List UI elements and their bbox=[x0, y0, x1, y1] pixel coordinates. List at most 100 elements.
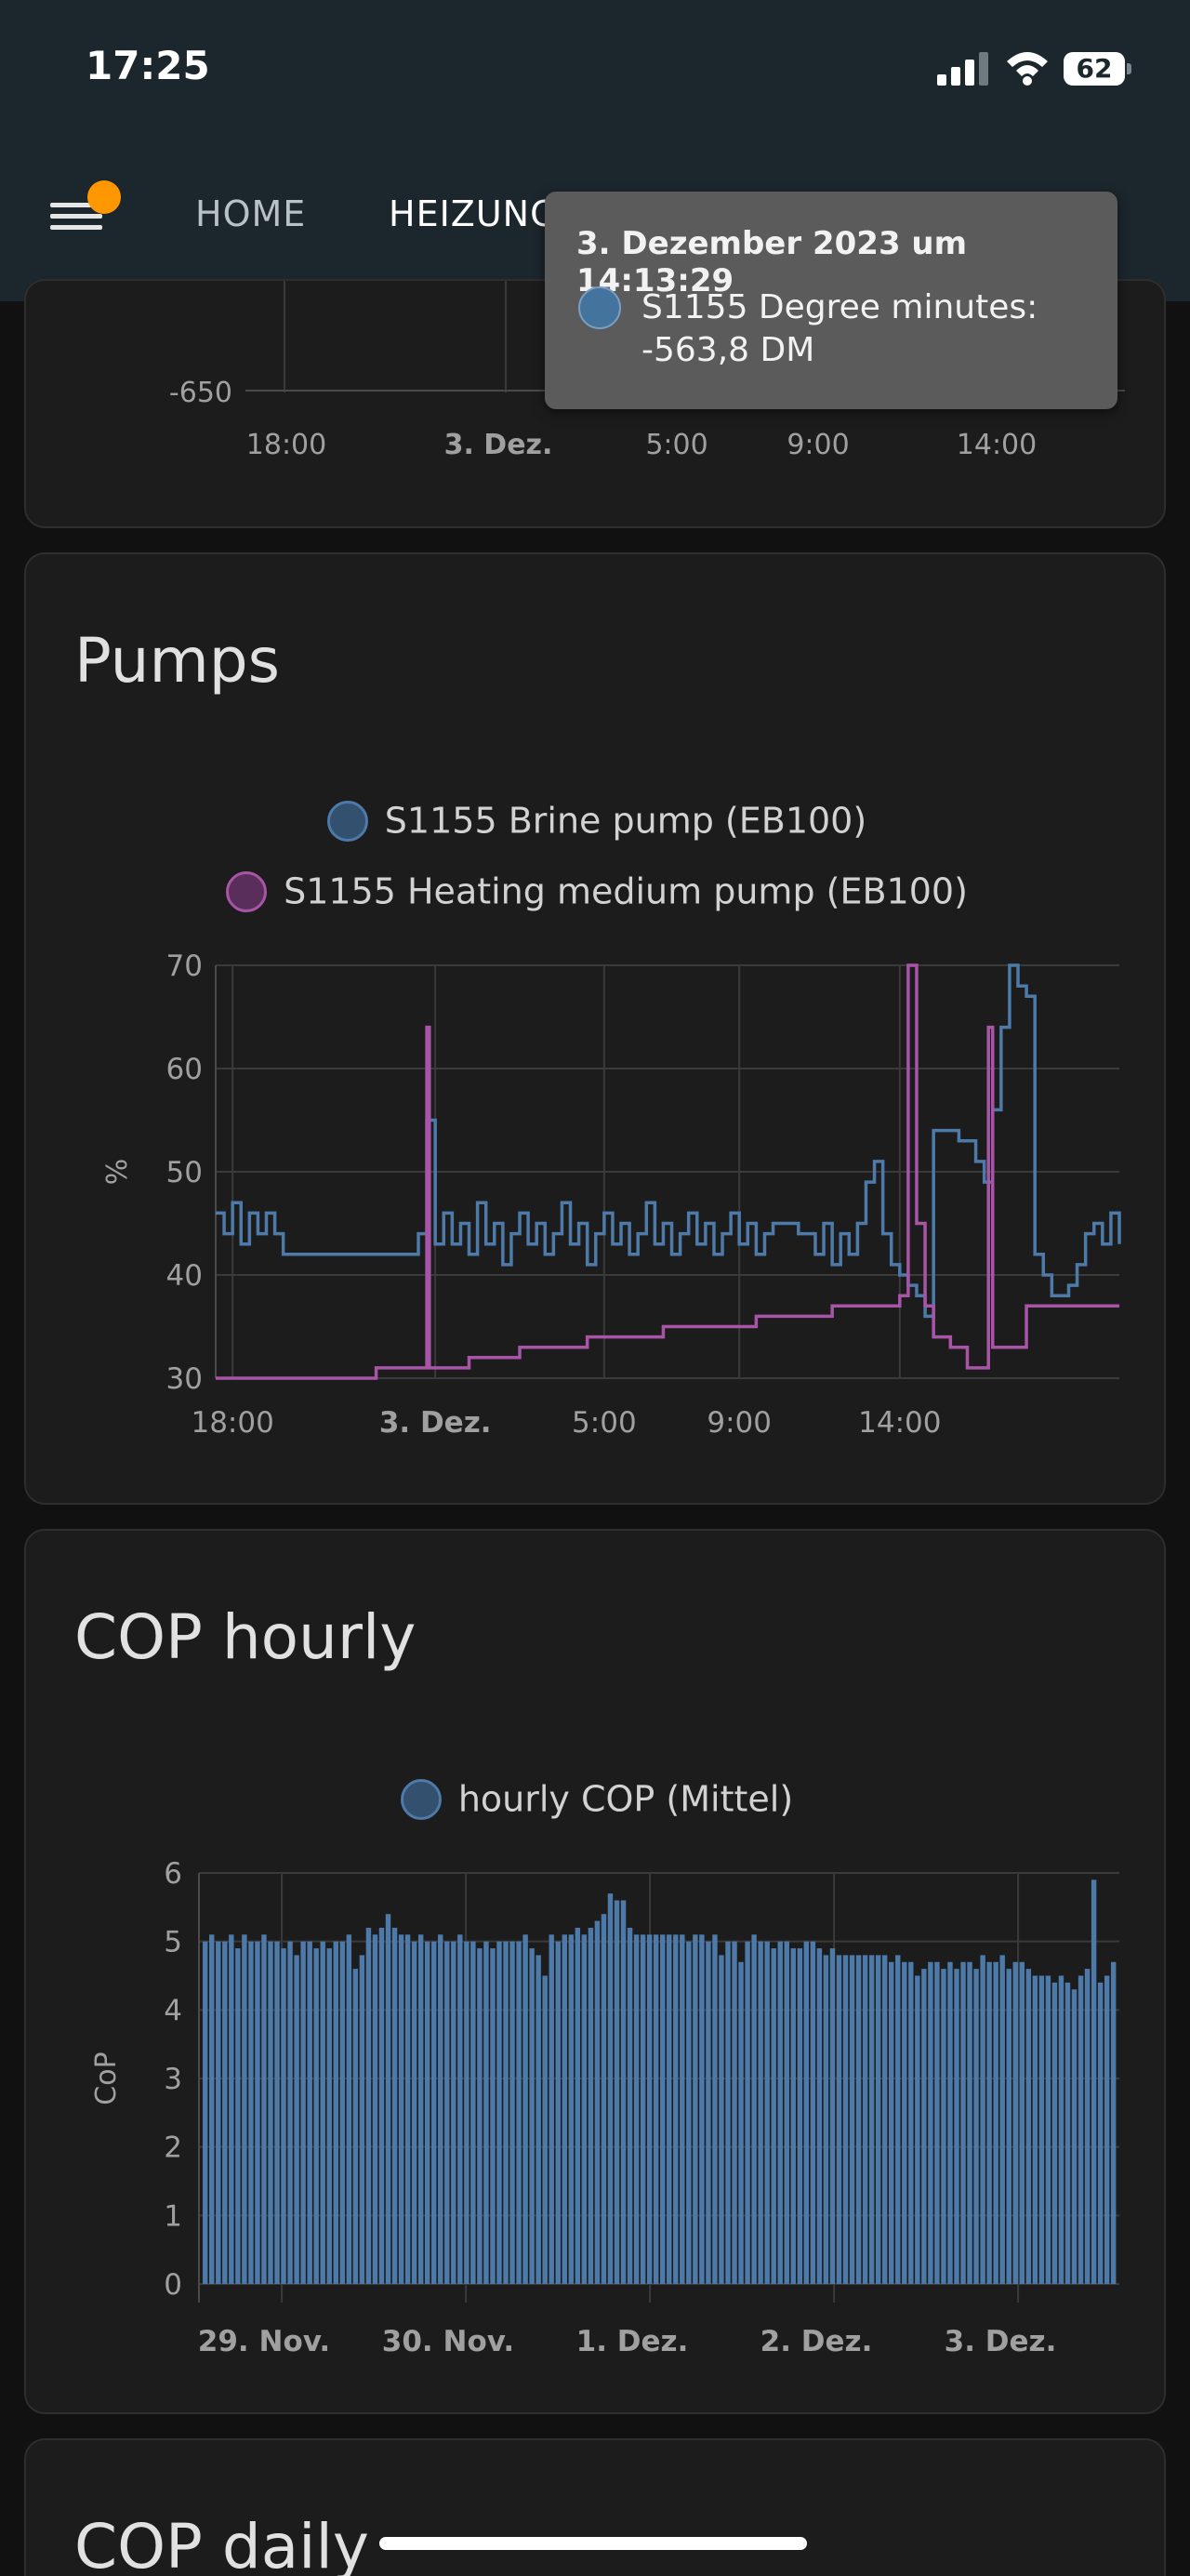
cop-bar bbox=[842, 1955, 849, 2284]
cop-bar bbox=[404, 1934, 411, 2284]
cop-bar bbox=[771, 1948, 776, 2284]
cop-bar bbox=[902, 1961, 907, 2284]
cop-bar bbox=[529, 1948, 535, 2284]
cop-bar bbox=[522, 1934, 528, 2284]
prev-x-tick: 5:00 bbox=[645, 429, 707, 461]
cop-bar bbox=[777, 1941, 783, 2284]
cop-bar bbox=[790, 1948, 796, 2284]
cop-bar bbox=[1058, 1975, 1064, 2284]
cop-bar bbox=[1045, 1975, 1051, 2284]
card-title: COP hourly bbox=[74, 1601, 416, 1673]
legend-item-heating[interactable]: S1155 Heating medium pump (EB100) bbox=[26, 869, 1164, 912]
cop-bar bbox=[601, 1914, 607, 2284]
cop-bar bbox=[1097, 1982, 1104, 2284]
cop-daily-card: COP daily bbox=[24, 2438, 1166, 2576]
cop-bar bbox=[738, 1961, 744, 2284]
cop-bar bbox=[725, 1941, 731, 2284]
cop-bar bbox=[294, 1955, 299, 2284]
cop-hourly-chart[interactable]: 0 1 2 3 4 5 6 29. Nov. 30. Nov. 1. Dez. 2. Dez. 3. … bbox=[26, 1531, 1166, 2414]
status-time: 17:25 bbox=[86, 43, 210, 88]
cop-bar bbox=[575, 1927, 581, 2284]
cop-bar bbox=[451, 1941, 456, 2284]
battery-tip bbox=[1127, 63, 1131, 74]
wifi-icon bbox=[1007, 52, 1048, 86]
cop-bar bbox=[470, 1941, 476, 2284]
cop-bar bbox=[1051, 1982, 1058, 2284]
cop-bar bbox=[300, 1941, 306, 2284]
cop-bar bbox=[281, 1948, 286, 2284]
cop-bar bbox=[823, 1955, 829, 2284]
cop-bar bbox=[555, 1941, 561, 2284]
cop-bar bbox=[921, 1969, 927, 2284]
cop-bar bbox=[457, 1934, 463, 2284]
cop-bar bbox=[444, 1941, 450, 2284]
cop-bar bbox=[1071, 1989, 1078, 2284]
cop-bar bbox=[398, 1934, 404, 2284]
brine-legend-swatch bbox=[326, 800, 368, 842]
y-tick-label: 2 bbox=[164, 2131, 182, 2165]
cop-bar bbox=[810, 1941, 816, 2284]
cop-bar bbox=[640, 1934, 646, 2284]
menu-icon[interactable] bbox=[50, 193, 106, 238]
cop-bar bbox=[268, 1941, 273, 2284]
cop-bar bbox=[732, 1941, 737, 2284]
cop-bar bbox=[242, 1934, 247, 2284]
x-tick-label: 1. Dez. bbox=[576, 2325, 689, 2358]
cop-bar bbox=[862, 1955, 868, 2284]
cop-bar bbox=[680, 1934, 685, 2284]
y-tick-label: 4 bbox=[164, 1994, 182, 2027]
cop-bar bbox=[627, 1927, 633, 2284]
legend-label: S1155 Heating medium pump (EB100) bbox=[284, 870, 968, 912]
legend-item-brine[interactable]: S1155 Brine pump (EB100) bbox=[26, 798, 1164, 842]
prev-y-tick: -650 bbox=[169, 377, 232, 409]
legend-label: hourly COP (Mittel) bbox=[457, 1778, 794, 1820]
cop-bar bbox=[816, 1948, 823, 2284]
x-tick-label: 30. Nov. bbox=[382, 2325, 514, 2358]
notification-badge bbox=[87, 180, 121, 214]
x-tick-label: 3. Dez. bbox=[379, 1406, 492, 1440]
cop-bar bbox=[855, 1955, 862, 2284]
cop-bar bbox=[1012, 1961, 1018, 2284]
cop-bar bbox=[509, 1941, 515, 2284]
cop-bar bbox=[954, 1969, 959, 2284]
cop-bar bbox=[1006, 1969, 1012, 2284]
cop-bar bbox=[941, 1969, 946, 2284]
cop-bar bbox=[1091, 1879, 1097, 2284]
y-tick-label: 40 bbox=[166, 1259, 203, 1293]
cop-bar bbox=[784, 1941, 789, 2284]
card-title: COP daily bbox=[74, 2511, 369, 2576]
cop-bar bbox=[496, 1941, 502, 2284]
cop-bar bbox=[483, 1941, 489, 2284]
tooltip-series: S1155 Degree minutes: bbox=[641, 288, 1038, 326]
legend-label: S1155 Brine pump (EB100) bbox=[384, 800, 867, 842]
cop-bar bbox=[222, 1941, 228, 2284]
cop-bar bbox=[693, 1934, 698, 2284]
cop-bar bbox=[1019, 1961, 1025, 2284]
cop-bar bbox=[706, 1941, 711, 2284]
tab-home[interactable]: HOME bbox=[195, 193, 307, 234]
cop-bar bbox=[261, 1934, 267, 2284]
cop-hourly-card: COP hourly hourly COP (Mittel) 0 1 2 3 4 5 6 29… bbox=[24, 1529, 1166, 2414]
cop-bar bbox=[849, 1955, 855, 2284]
cop-bar bbox=[359, 1955, 365, 2284]
pumps-chart[interactable]: 30 40 50 60 70 18:00 3. Dez. 5:00 9:00 14:00% bbox=[26, 554, 1166, 1505]
heating-legend-swatch bbox=[226, 870, 268, 912]
cop-bar bbox=[339, 1941, 346, 2284]
tab-heizung[interactable]: HEIZUNG bbox=[389, 193, 559, 234]
legend-item-cop[interactable]: hourly COP (Mittel) bbox=[26, 1776, 1164, 1820]
cop-bar bbox=[614, 1900, 620, 2284]
cop-bar bbox=[333, 1941, 338, 2284]
cop-bar bbox=[868, 1955, 875, 2284]
y-axis-label: % bbox=[99, 1159, 131, 1186]
cop-bar bbox=[973, 1969, 979, 2284]
x-tick-label: 29. Nov. bbox=[198, 2325, 330, 2358]
cop-bar bbox=[699, 1934, 705, 2284]
cop-bar bbox=[875, 1955, 881, 2284]
cop-bar bbox=[594, 1920, 601, 2284]
cop-bar bbox=[417, 1934, 424, 2284]
cop-bar bbox=[274, 1941, 280, 2284]
cop-bar bbox=[889, 1961, 894, 2284]
prev-x-tick: 14:00 bbox=[957, 429, 1037, 461]
cop-bar bbox=[646, 1934, 653, 2284]
cop-bar bbox=[477, 1948, 483, 2284]
